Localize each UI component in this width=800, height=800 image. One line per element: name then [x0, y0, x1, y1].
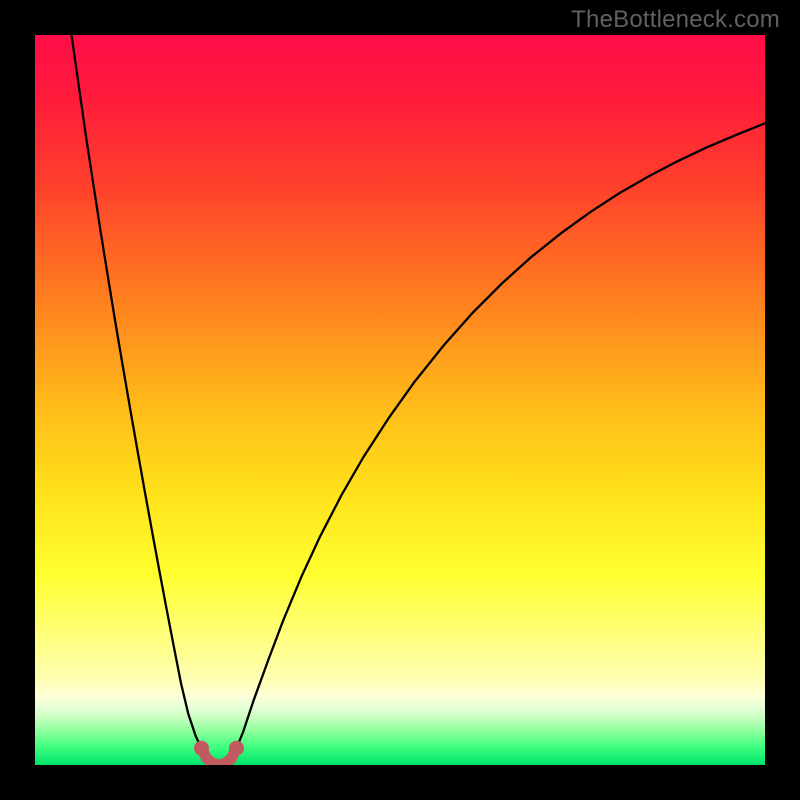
marker-end-dot — [229, 741, 244, 756]
chart-frame — [35, 35, 765, 765]
chart-svg — [35, 35, 765, 765]
gradient-background — [35, 35, 765, 765]
watermark-text: TheBottleneck.com — [571, 6, 780, 34]
marker-start-dot — [194, 741, 209, 756]
